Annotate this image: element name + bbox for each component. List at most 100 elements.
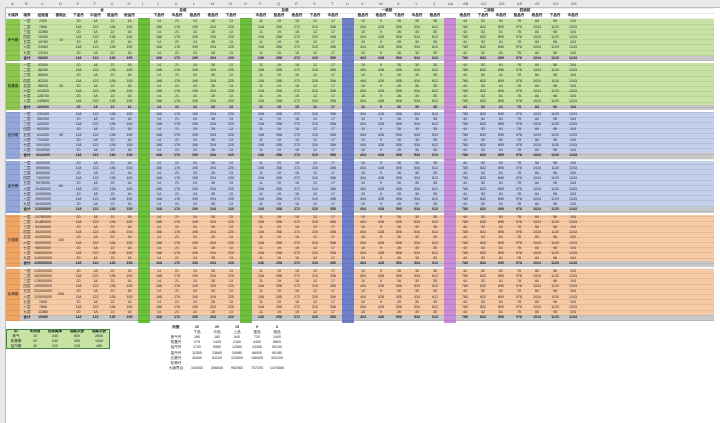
data-cell[interactable]: 16 (127, 268, 132, 273)
exp-cell[interactable]: 1200000000 (34, 294, 52, 299)
data-cell[interactable]: 1024 (533, 230, 541, 235)
data-cell[interactable]: 18 (93, 256, 98, 261)
data-cell[interactable]: 1120 (551, 240, 559, 245)
data-cell[interactable]: 832 (480, 176, 486, 181)
data-cell[interactable]: 17 (331, 214, 335, 219)
data-cell[interactable]: 204 (210, 240, 216, 245)
data-cell[interactable]: 176 (174, 251, 180, 255)
data-cell[interactable]: 21 (175, 29, 179, 34)
data-cell[interactable]: 52 (481, 94, 485, 99)
data-cell[interactable]: 534 (414, 315, 420, 320)
data-cell[interactable]: 272 (294, 143, 300, 147)
data-cell[interactable]: 78 (517, 202, 521, 207)
data-cell[interactable]: 52 (481, 63, 485, 67)
data-cell[interactable]: 30 (415, 40, 419, 45)
stage-label[interactable]: 一层 (23, 63, 31, 67)
column-letter[interactable]: J (157, 1, 159, 6)
stage-label[interactable]: 一层 (23, 111, 31, 116)
stage-label[interactable]: 一层 (23, 160, 31, 165)
data-cell[interactable]: 150 (126, 240, 133, 245)
data-cell[interactable]: 356 (330, 273, 336, 278)
data-cell[interactable]: 150 (126, 35, 133, 39)
data-cell[interactable]: 19 (277, 256, 281, 261)
data-cell[interactable]: 14 (157, 29, 161, 34)
stage-label[interactable]: 四层 (23, 127, 31, 132)
data-cell[interactable]: 96 (553, 29, 557, 34)
data-cell[interactable]: 150 (126, 176, 133, 181)
data-cell[interactable]: 35 (433, 148, 437, 153)
data-cell[interactable]: 204 (210, 35, 216, 39)
data-cell[interactable]: 19 (277, 181, 281, 186)
data-cell[interactable]: 18 (93, 279, 98, 283)
bottom-cell[interactable]: 600 (66, 333, 88, 339)
data-cell[interactable]: 534 (414, 45, 420, 50)
data-cell[interactable]: 104 (570, 29, 576, 34)
data-cell[interactable]: 1120 (551, 219, 559, 224)
stage-label[interactable]: 二层 (23, 273, 31, 278)
data-cell[interactable]: 190 (192, 153, 198, 158)
data-cell[interactable]: 26 (397, 279, 401, 283)
data-cell[interactable]: 122 (92, 251, 99, 255)
data-cell[interactable]: 890 (498, 240, 504, 245)
data-cell[interactable]: 96 (553, 160, 557, 165)
data-cell[interactable]: 19 (277, 225, 281, 229)
data-cell[interactable]: 21 (175, 117, 179, 121)
data-cell[interactable]: 14 (157, 94, 161, 99)
data-cell[interactable]: 978 (516, 294, 522, 299)
data-cell[interactable]: 118 (75, 219, 82, 224)
data-cell[interactable]: 612 (432, 99, 438, 104)
data-cell[interactable]: 190 (192, 261, 198, 266)
data-cell[interactable]: 24 (193, 268, 197, 273)
data-cell[interactable]: 52 (481, 191, 485, 196)
exp-cell[interactable]: 2400 (39, 19, 47, 24)
data-cell[interactable]: 168 (156, 45, 162, 50)
stage-label[interactable]: 五层 (23, 132, 31, 137)
data-cell[interactable]: 204 (210, 176, 216, 181)
data-cell[interactable]: 13 (229, 171, 233, 175)
data-cell[interactable]: 14 (157, 279, 161, 283)
data-cell[interactable]: 84 (535, 289, 539, 294)
exp-cell[interactable]: 9078000 (36, 181, 50, 186)
data-cell[interactable]: 1024 (533, 305, 541, 309)
data-cell[interactable]: 272 (294, 89, 300, 93)
data-cell[interactable]: 190 (192, 251, 198, 255)
data-cell[interactable]: 168 (156, 78, 162, 83)
data-cell[interactable]: 190 (192, 240, 198, 245)
data-cell[interactable]: 506 (396, 68, 402, 73)
data-cell[interactable]: 18 (93, 191, 98, 196)
data-cell[interactable]: 1024 (533, 153, 541, 158)
data-cell[interactable]: 13 (229, 245, 233, 250)
data-cell[interactable]: 17 (331, 104, 335, 109)
data-cell[interactable]: 44 (463, 191, 467, 196)
data-cell[interactable]: 534 (414, 99, 420, 104)
data-cell[interactable]: 204 (210, 294, 216, 299)
data-cell[interactable]: 10 (361, 171, 365, 175)
data-cell[interactable]: 404 (360, 315, 366, 320)
column-letter[interactable]: P (259, 1, 262, 6)
data-cell[interactable]: 612 (432, 89, 438, 93)
data-cell[interactable]: 246 (258, 197, 264, 201)
data-cell[interactable]: 28 (211, 148, 215, 153)
data-cell[interactable]: 35 (433, 50, 437, 55)
data-cell[interactable]: 84 (535, 268, 539, 273)
data-cell[interactable]: 118 (75, 99, 82, 104)
data-cell[interactable]: 428 (378, 186, 384, 191)
data-cell[interactable]: 168 (156, 305, 162, 309)
data-cell[interactable]: 404 (360, 197, 366, 201)
data-cell[interactable]: 506 (396, 132, 402, 137)
exp-cell[interactable]: 15490 (38, 35, 48, 39)
data-cell[interactable]: 246 (258, 284, 264, 289)
data-cell[interactable]: 978 (516, 165, 522, 170)
data-cell[interactable]: 1243 (569, 284, 577, 289)
data-cell[interactable]: 104 (570, 148, 576, 153)
data-cell[interactable]: 104 (570, 256, 576, 261)
data-cell[interactable]: 220 (228, 305, 234, 309)
data-cell[interactable]: 11 (259, 171, 263, 175)
data-cell[interactable]: 44 (463, 73, 467, 78)
data-cell[interactable]: 890 (498, 45, 504, 50)
data-cell[interactable]: 118 (75, 273, 82, 278)
data-cell[interactable]: 12 (313, 268, 317, 273)
data-cell[interactable]: 17 (331, 117, 335, 121)
data-cell[interactable]: 1024 (533, 251, 541, 255)
data-cell[interactable]: 118 (75, 186, 82, 191)
